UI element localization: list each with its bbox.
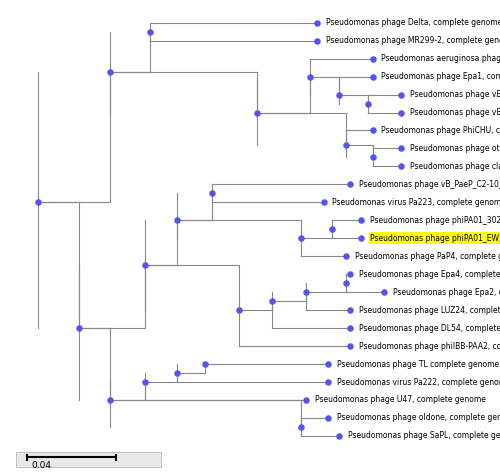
Point [342,253,350,260]
Point [297,423,305,431]
Text: Pseudomonas phage PhiCHU, complete genome: Pseudomonas phage PhiCHU, complete genom… [382,126,500,135]
Text: Pseudomonas phage phiPA01_302, complete genome: Pseudomonas phage phiPA01_302, complete … [370,216,500,225]
Text: Pseudomonas phage vB_PaeP_C2-10_Ab22, complete genome: Pseudomonas phage vB_PaeP_C2-10_Ab22, co… [359,180,500,189]
Point [358,235,366,242]
Text: Pseudomonas phage otherone, complete genome: Pseudomonas phage otherone, complete gen… [410,144,500,153]
Point [172,217,180,224]
Point [346,271,354,278]
Point [335,91,343,98]
Point [302,396,310,404]
Text: Pseudomonas phage MR299-2, complete genome: Pseudomonas phage MR299-2, complete geno… [326,36,500,45]
Point [297,235,305,242]
Text: Pseudomonas phage Epa2, complete genome: Pseudomonas phage Epa2, complete genome [392,288,500,297]
Point [364,100,372,107]
Point [328,226,336,233]
Text: Pseudomonas aeruginosa phage PaP3, complete genome: Pseudomonas aeruginosa phage PaP3, compl… [382,54,500,63]
Point [306,73,314,80]
Text: Pseudomonas phage SaPL, complete genome: Pseudomonas phage SaPL, complete genome [348,431,500,440]
Point [313,37,321,44]
Text: Pseudomonas phage DL54, complete genome: Pseudomonas phage DL54, complete genome [359,324,500,333]
Text: Pseudomonas phage Epa4, complete genome: Pseudomonas phage Epa4, complete genome [359,270,500,279]
Point [368,127,376,134]
Text: Pseudomonas virus Pa223, complete genome: Pseudomonas virus Pa223, complete genome [332,198,500,207]
Point [235,307,243,314]
Point [368,154,376,161]
Point [106,68,114,76]
Point [398,145,406,152]
Point [74,324,82,332]
Text: Pseudomonas phage U47, complete genome: Pseudomonas phage U47, complete genome [314,395,486,404]
Point [324,360,332,368]
Point [358,217,366,224]
Point [313,19,321,26]
Text: Pseudomonas phage vB_PaeP_p2-10_Or1, complete genome: Pseudomonas phage vB_PaeP_p2-10_Or1, com… [410,90,500,99]
Point [268,298,276,305]
Point [368,73,376,80]
Text: 0.04: 0.04 [32,461,52,470]
Point [320,199,328,206]
Point [342,280,350,287]
Point [34,199,42,206]
Point [106,396,114,404]
Text: Pseudomonas phage vB_PaeP_C1-14_Or complete genome: Pseudomonas phage vB_PaeP_C1-14_Or compl… [410,108,500,117]
Point [324,378,332,386]
Point [208,190,216,197]
Text: Pseudomonas phage oldone, complete genome: Pseudomonas phage oldone, complete genom… [337,413,500,422]
Text: Pseudomonas phage Epa1, complete genome: Pseudomonas phage Epa1, complete genome [382,72,500,81]
Point [380,289,388,296]
Point [324,414,332,422]
Text: Pseudomonas phage TL complete genome: Pseudomonas phage TL complete genome [337,359,499,368]
Point [346,307,354,314]
Point [335,432,343,440]
Text: Pseudomonas virus Pa222, complete genome: Pseudomonas virus Pa222, complete genome [337,377,500,386]
Point [346,181,354,188]
Point [398,91,406,98]
Point [346,342,354,350]
Point [146,28,154,35]
Point [398,109,406,116]
Point [202,360,209,368]
Text: Pseudomonas phage Delta, complete genome: Pseudomonas phage Delta, complete genome [326,18,500,27]
Point [398,163,406,170]
Point [172,369,180,377]
Point [302,289,310,296]
Point [346,324,354,332]
Point [368,55,376,62]
Text: Pseudomonas phage phiIBB-PAA2, complete genome: Pseudomonas phage phiIBB-PAA2, complete … [359,342,500,350]
Point [252,109,260,116]
Point [142,378,150,386]
Text: Pseudomonas phage PaP4, complete genome: Pseudomonas phage PaP4, complete genome [354,252,500,261]
Point [142,262,150,269]
Text: Pseudomonas phage clash, complete genome: Pseudomonas phage clash, complete genome [410,162,500,171]
Text: Pseudomonas phage phiPA01_EW, complete genome: Pseudomonas phage phiPA01_EW, complete g… [370,234,500,243]
FancyBboxPatch shape [16,452,161,467]
Point [342,141,350,149]
Text: Pseudomonas phage LUZ24, complete genome: Pseudomonas phage LUZ24, complete genome [359,306,500,315]
